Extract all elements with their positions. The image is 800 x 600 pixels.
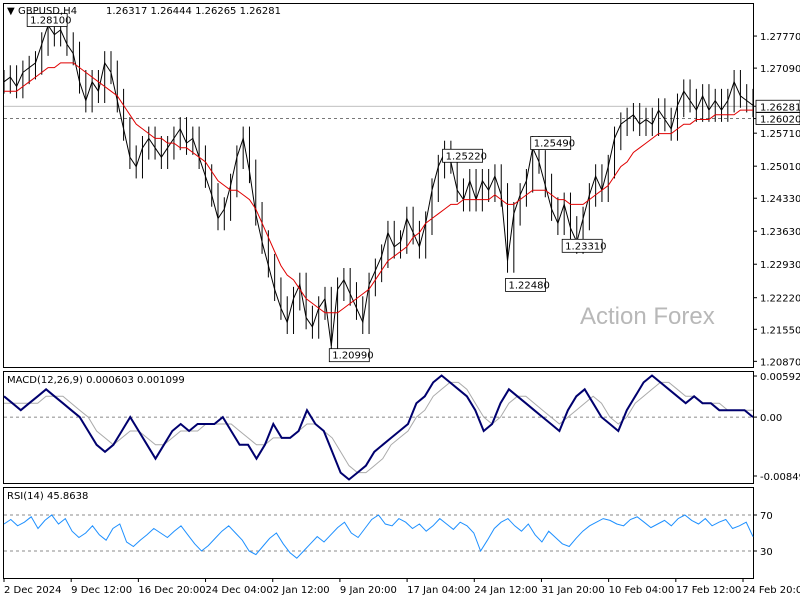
price-annotation: 1.22480	[505, 278, 550, 292]
annotation-label: 1.22480	[509, 280, 550, 291]
x-tick-label: 9 Jan 20:00	[340, 585, 397, 596]
annotation-box	[505, 278, 546, 292]
macd-panel-frame	[3, 371, 754, 484]
y-tick-label: 1.23630	[760, 227, 800, 238]
x-tick-label: 2 Jan 12:00	[273, 585, 330, 596]
moving-average-line	[4, 62, 753, 314]
annotation-label: 1.28100	[30, 16, 71, 27]
annotation-label: 1.23310	[565, 241, 606, 252]
x-tick-label: 24 Jan 12:00	[474, 585, 537, 596]
y-tick-label: 1.27770	[760, 32, 800, 43]
y-tick-label: 1.26020	[760, 115, 800, 126]
y-tick-label: 1.25010	[760, 162, 800, 173]
macd-title: MACD(12,26,9) 0.000603 0.001099	[7, 375, 185, 386]
annotation-box	[530, 136, 572, 150]
price-panel-frame	[3, 3, 754, 368]
x-tick-label: 2 Dec 2024	[4, 585, 62, 596]
price-annotation: 1.23310	[561, 238, 607, 253]
symbol-dropdown-icon[interactable]: ▼	[7, 6, 15, 17]
price-line	[3, 24, 754, 346]
x-tick-label: 24 Dec 04:00	[206, 585, 273, 596]
x-tick-label: 10 Feb 04:00	[609, 585, 675, 596]
x-tick-label: 9 Dec 12:00	[71, 585, 132, 596]
price-annotation: 1.25220	[442, 148, 487, 163]
annotation-box	[442, 148, 483, 163]
x-tick-label: 24 Feb 20:00	[743, 585, 800, 596]
y-tick-label: 0.00	[760, 413, 782, 424]
y-tick-label: -0.00849	[760, 472, 800, 483]
y-tick-label: 1.27090	[760, 64, 800, 75]
symbol-label: GBPUSD,H4	[18, 6, 77, 17]
y-tick-label: 1.21550	[760, 325, 800, 336]
price-annotation: 1.25490	[530, 136, 575, 150]
rsi-title: RSI(14) 45.8638	[7, 491, 88, 502]
macd-signal-line	[4, 381, 753, 474]
y-tick-label: 1.20870	[760, 357, 800, 368]
annotation-box	[328, 348, 370, 363]
y-tick-label: 1.25710	[760, 129, 800, 140]
rsi-layer	[3, 514, 754, 559]
y-tick-label: 0.005921	[760, 372, 800, 383]
annotation-box	[561, 238, 603, 253]
x-tick-label: 17 Jan 04:00	[407, 585, 470, 596]
y-tick-label: 70	[760, 511, 773, 522]
watermark: Action Forex	[580, 303, 715, 330]
x-tick-label: 31 Jan 20:00	[541, 585, 604, 596]
rsi-panel-frame	[3, 487, 754, 579]
price-layer: 1.28100 1.20990 1.25220 1.22480 1.25490 1.233…	[3, 13, 754, 363]
y-tick-label: 1.22220	[760, 294, 800, 305]
y-tick-label: 1.24330	[760, 194, 800, 205]
annotation-label: 1.25220	[446, 151, 487, 162]
rsi-line	[3, 514, 754, 559]
price-tag	[755, 112, 800, 125]
y-tick-label: 30	[760, 547, 773, 558]
annotation-label: 1.25490	[534, 139, 575, 150]
price-annotation: 1.20990	[328, 348, 374, 363]
macd-layer	[3, 374, 754, 481]
x-tick-label: 17 Feb 12:00	[676, 585, 742, 596]
annotation-label: 1.20990	[332, 351, 373, 362]
macd-main-line	[3, 374, 754, 481]
y-tick-label: 1.22930	[760, 260, 800, 271]
axis-layer: 1.27770 1.27090 1.26281 1.26020 1.25710 1.250…	[3, 32, 800, 596]
x-tick-label: 16 Dec 20:00	[138, 585, 205, 596]
annotation-box	[26, 13, 68, 27]
y-tick-label: 1.26281	[760, 102, 800, 113]
price-annotation: 1.28100	[26, 13, 72, 27]
ohlc-values: 1.26317 1.26444 1.26265 1.26281	[106, 6, 281, 17]
